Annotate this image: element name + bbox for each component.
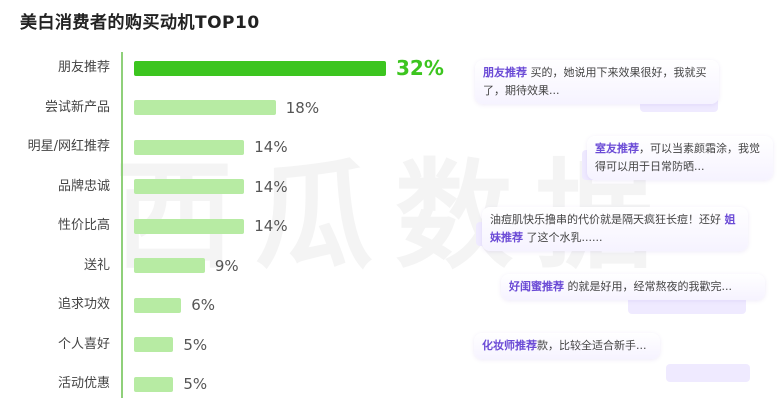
comment-bubble-5: 化妆师推荐款，比较全适合新手...: [474, 333, 660, 359]
value-label: 9%: [214, 256, 239, 275]
value-label: 6%: [191, 296, 216, 314]
comment-text: 买的，她说用下来效果很好，我就买了，期待效果...: [483, 66, 707, 97]
bubble-shadow: [628, 296, 746, 314]
value-label: 32%: [396, 56, 444, 80]
category-label: 朋友推荐: [57, 60, 110, 75]
value-label: 5%: [183, 335, 208, 354]
category-label: 活动优惠: [57, 376, 110, 391]
comment-bubble-1: 朋友推荐 买的，她说用下来效果很好，我就买了，期待效果...: [475, 60, 719, 104]
category-label: 品牌忠诚: [57, 178, 110, 194]
category-label: 个人喜好: [57, 336, 110, 352]
value-label: 14%: [254, 138, 288, 156]
comment-text: 油痘肌快乐撸串的代价就是隔天疯狂长痘！还好: [490, 213, 725, 226]
value-label: 5%: [183, 375, 208, 393]
comment-text: 的就是好用，经常熬夜的我歡完...: [564, 280, 732, 293]
bar: [134, 100, 276, 115]
category-label: 追求功效: [57, 297, 110, 312]
bar: [134, 139, 245, 155]
value-label: 14%: [254, 217, 288, 235]
bar: [134, 60, 386, 76]
value-label: 18%: [285, 98, 320, 117]
comment-text: ，可以当素颜霜涂，我觉得可以用于日常防晒...: [595, 142, 760, 173]
value-label: 14%: [254, 177, 288, 196]
bar: [134, 258, 205, 273]
chart-title: 美白消费者的购买动机TOP10: [20, 13, 260, 33]
bar: [134, 337, 174, 352]
comment-highlight: 化妆师推荐: [482, 339, 537, 352]
comment-bubble-3: 油痘肌快乐撸串的代价就是隔天疯狂长痘！还好 姐妹推荐 了这个水乳......: [482, 207, 748, 251]
bubble-shadow: [666, 364, 750, 382]
category-label: 明星/网红推荐: [27, 139, 110, 154]
bar: [134, 376, 174, 392]
comment-highlight: 朋友推荐: [483, 66, 527, 79]
comment-text: 了这个水乳......: [523, 231, 603, 244]
comment-highlight: 好闺蜜推荐: [509, 280, 564, 293]
category-label: 尝试新产品: [44, 99, 110, 115]
comment-highlight: 姐妹推荐: [490, 213, 736, 244]
comment-text: 款，比较全适合新手...: [537, 339, 647, 352]
comment-highlight: 室友推荐: [595, 142, 639, 155]
y-axis-line: [121, 52, 123, 398]
comment-bubble-2: 室友推荐，可以当素颜霜涂，我觉得可以用于日常防晒...: [587, 136, 773, 180]
category-label: 性价比高: [57, 218, 110, 233]
bar: [134, 179, 245, 194]
category-label: 送礼: [83, 257, 110, 273]
bar: [134, 218, 245, 234]
comment-bubble-4: 好闺蜜推荐 的就是好用，经常熬夜的我歡完...: [501, 274, 765, 300]
bar: [134, 297, 182, 313]
